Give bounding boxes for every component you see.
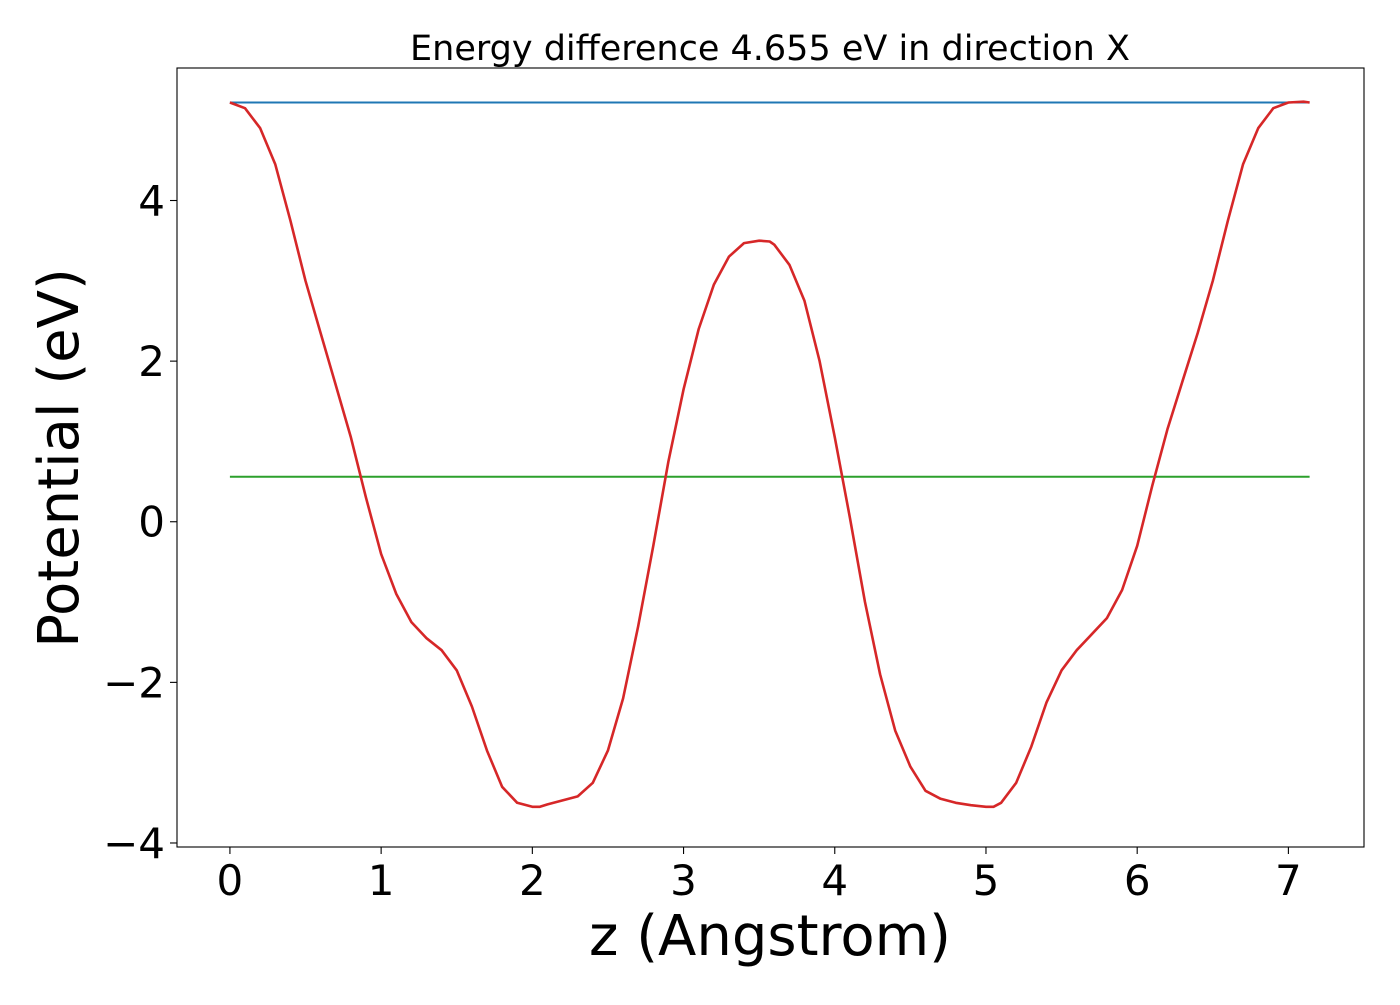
x-tick-label: 2 (519, 856, 546, 905)
x-tick-label: 3 (670, 856, 697, 905)
y-axis-label: Potential (eV) (27, 268, 92, 648)
y-tick-label: 4 (138, 177, 165, 226)
plot-frame (176, 67, 1365, 848)
x-tick-label: 7 (1275, 856, 1302, 905)
x-tick-label: 5 (973, 856, 1000, 905)
y-tick-label: −2 (103, 658, 165, 707)
y-tick-label: 0 (138, 498, 165, 547)
y-tick-label: −4 (103, 819, 165, 868)
chart-title: Energy difference 4.655 eV in direction … (410, 29, 1130, 69)
x-axis-label: z (Angstrom) (589, 904, 951, 969)
y-axis: −4 −2 0 2 4 (103, 177, 177, 868)
y-tick-label: 2 (138, 337, 165, 386)
x-axis: 0 1 2 3 4 5 6 7 (217, 847, 1302, 905)
x-tick-label: 0 (217, 856, 244, 905)
series-line-2 (229, 100, 1310, 809)
x-tick-label: 4 (821, 856, 848, 905)
x-tick-label: 6 (1124, 856, 1151, 905)
x-tick-label: 1 (368, 856, 395, 905)
series-layer (229, 100, 1310, 809)
